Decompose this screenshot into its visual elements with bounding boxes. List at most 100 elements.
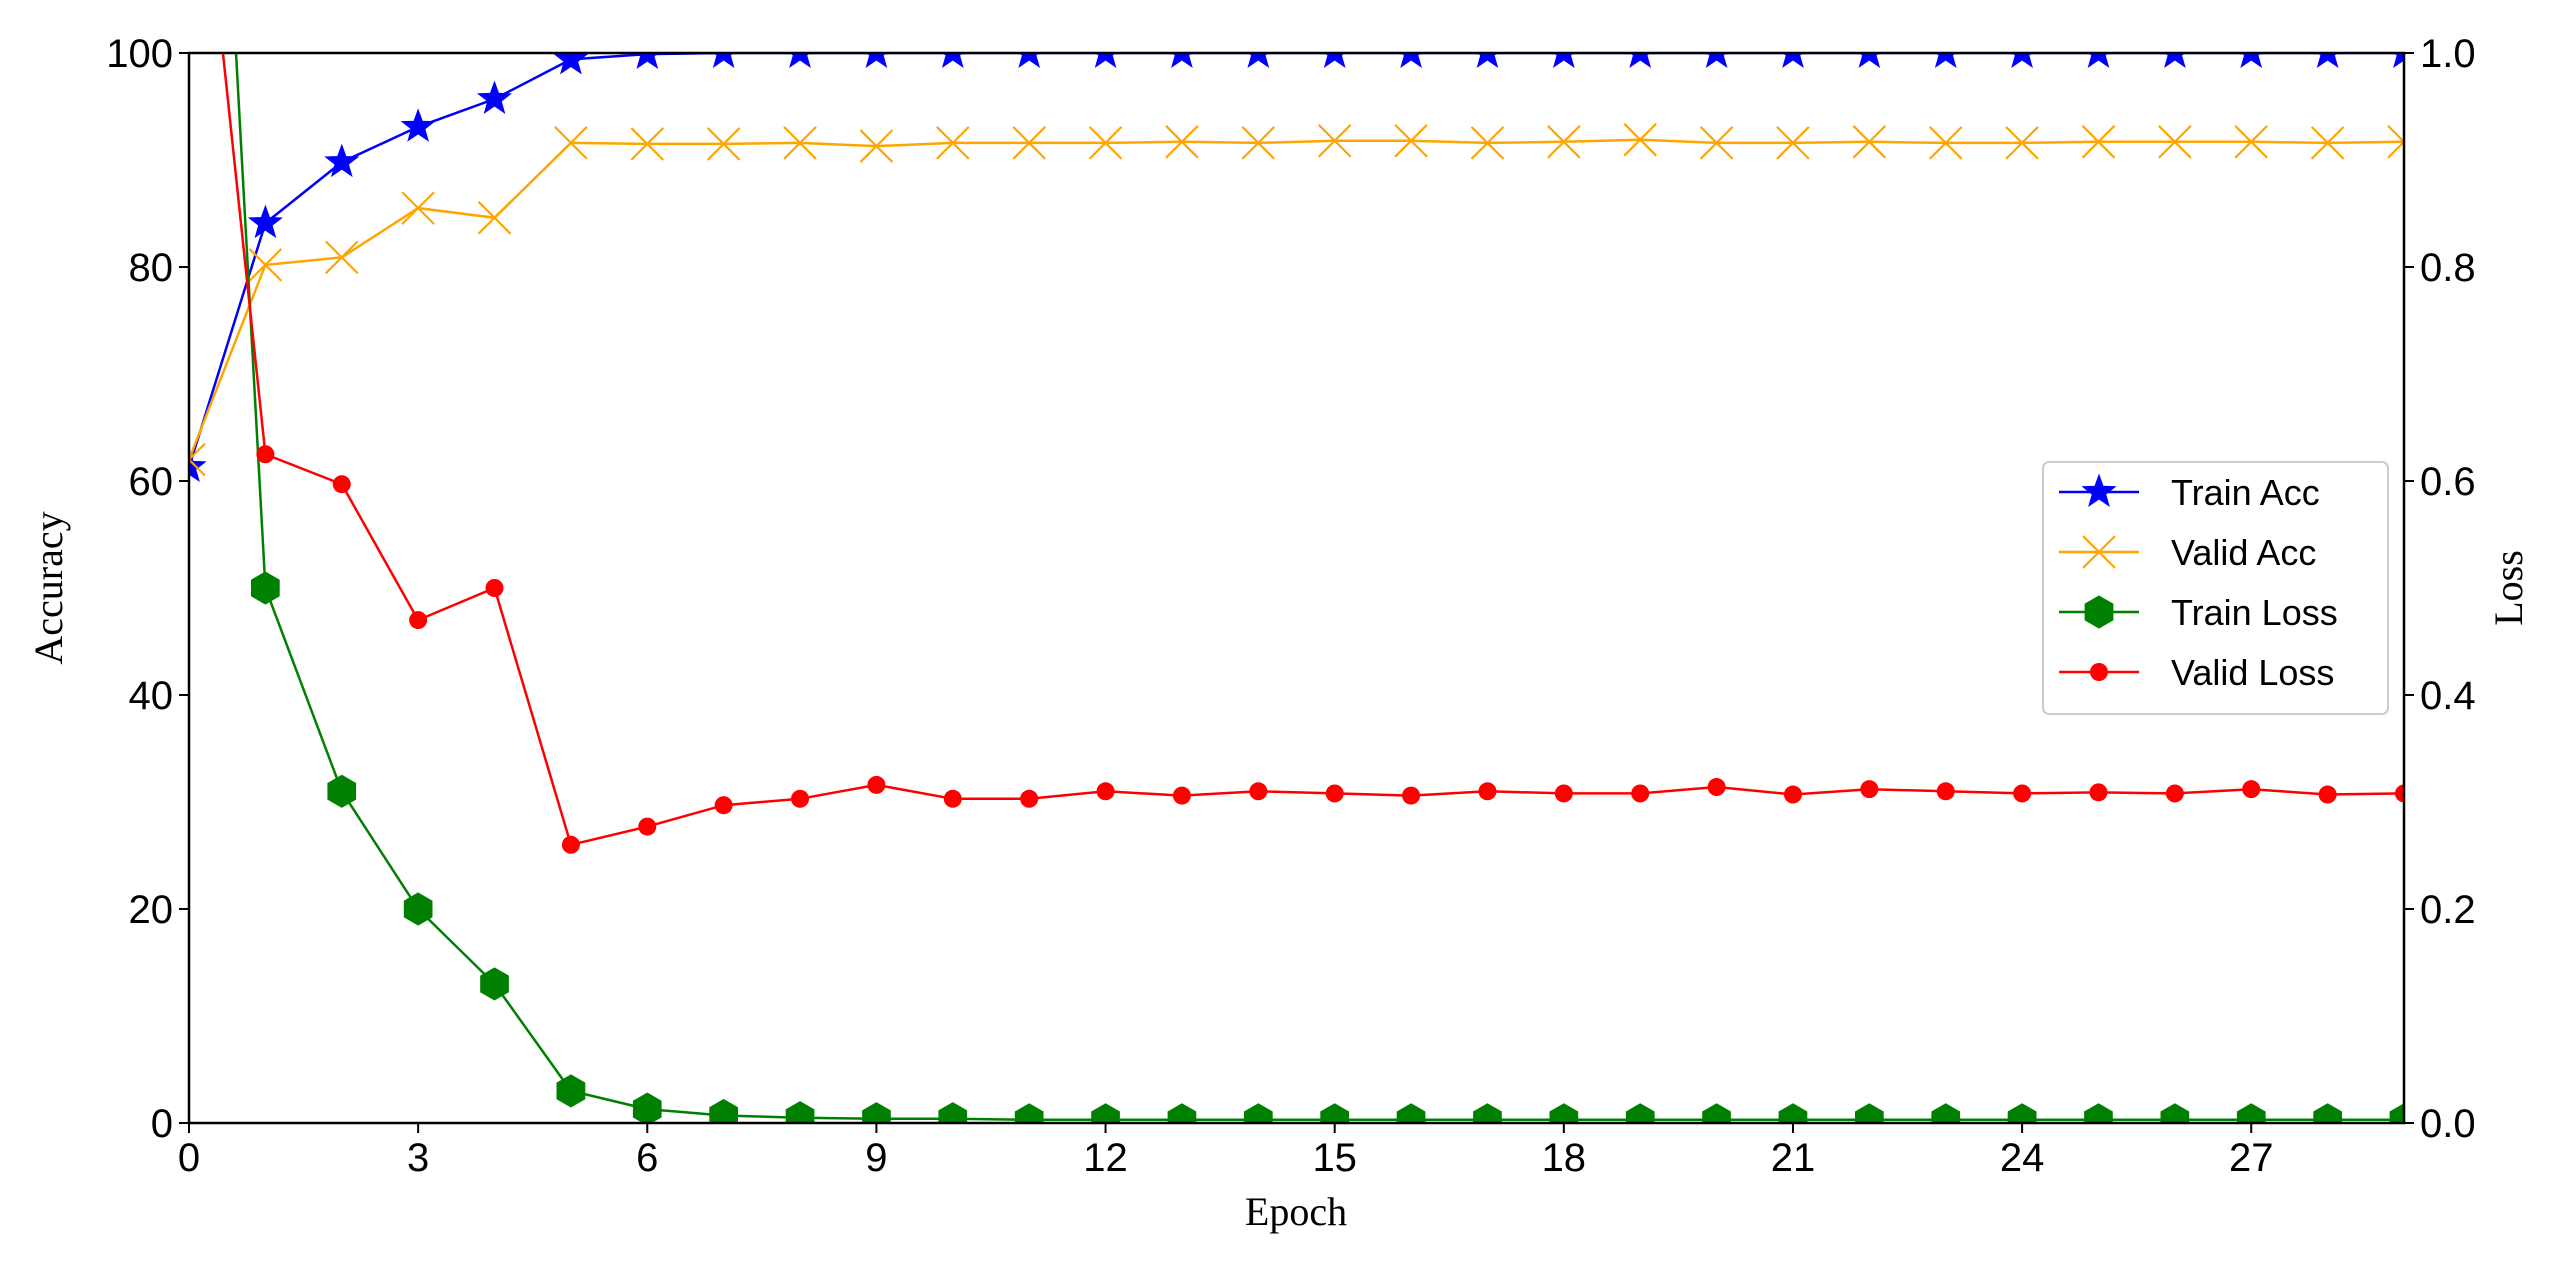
y-left-tick-label: 0 bbox=[151, 1102, 173, 1146]
data-point-train-acc-16 bbox=[1400, 53, 1422, 68]
data-point-train-acc-22 bbox=[1858, 53, 1881, 68]
data-point-valid-acc-20-stroke-b bbox=[1699, 126, 1734, 160]
data-point-valid-acc-26-stroke-b bbox=[2158, 125, 2192, 159]
data-point-valid-loss-20 bbox=[1707, 778, 1726, 797]
data-point-train-acc-28 bbox=[2316, 53, 2339, 68]
legend: Train Acc Valid Acc Train Loss Valid Loss bbox=[2042, 461, 2389, 715]
data-point-valid-acc-2 bbox=[324, 240, 359, 275]
data-point-valid-loss-2 bbox=[332, 475, 351, 494]
data-point-train-loss-1 bbox=[251, 571, 280, 605]
data-point-valid-acc-2-stroke-b bbox=[324, 240, 359, 275]
data-point-train-loss-19 bbox=[1625, 1103, 1655, 1123]
data-point-train-loss-13 bbox=[1167, 1103, 1197, 1123]
x-tick-label: 0 bbox=[178, 1136, 200, 1180]
x-tick-label: 27 bbox=[2229, 1136, 2274, 1180]
data-point-valid-loss-5 bbox=[561, 835, 580, 854]
legend-entry-valid-acc: Valid Acc bbox=[2059, 532, 2316, 573]
series-train-loss bbox=[234, 53, 2404, 1123]
data-point-train-loss-29 bbox=[2389, 1103, 2404, 1123]
data-point-train-loss-2 bbox=[327, 774, 357, 808]
data-point-train-acc-11 bbox=[1018, 53, 1041, 68]
data-point-train-acc-7 bbox=[712, 53, 735, 68]
legend-label: Valid Acc bbox=[2171, 532, 2316, 573]
data-point-valid-loss-1 bbox=[256, 445, 275, 464]
data-point-train-acc-17 bbox=[1476, 53, 1499, 68]
data-point-valid-acc-9-stroke-b bbox=[859, 129, 894, 163]
data-point-valid-acc-27 bbox=[2234, 125, 2269, 159]
y-right-tick-label: 0.0 bbox=[2420, 1102, 2476, 1146]
series-line-valid-loss bbox=[221, 53, 2404, 847]
data-point-valid-loss-13 bbox=[1172, 786, 1191, 805]
data-point-train-acc-19 bbox=[1629, 53, 1652, 68]
data-point-valid-acc-24 bbox=[2005, 126, 2039, 160]
data-point-train-acc-18 bbox=[1552, 53, 1575, 68]
data-point-valid-loss-3 bbox=[409, 611, 428, 630]
data-point-train-loss-6 bbox=[632, 1092, 662, 1123]
data-point-train-loss-4 bbox=[480, 967, 509, 1001]
data-point-train-loss-28 bbox=[2313, 1103, 2342, 1123]
data-point-train-acc-29 bbox=[2393, 53, 2404, 68]
y-left-tick-label: 60 bbox=[129, 460, 174, 504]
data-point-train-loss-18 bbox=[1549, 1103, 1579, 1123]
data-point-valid-acc-9 bbox=[859, 129, 894, 163]
data-point-valid-acc-11-stroke-b bbox=[1012, 126, 1046, 160]
data-point-valid-acc-22-stroke-b bbox=[1852, 125, 1887, 159]
data-point-train-acc-25 bbox=[2087, 53, 2110, 68]
data-point-train-acc-9 bbox=[865, 53, 888, 68]
data-point-valid-acc-19-stroke-b bbox=[1623, 122, 1657, 157]
data-point-valid-acc-23-stroke-b bbox=[1928, 126, 1963, 160]
data-point-valid-acc-11 bbox=[1012, 126, 1046, 160]
data-point-valid-acc-28 bbox=[2310, 126, 2345, 160]
data-point-valid-acc-0-stroke-b bbox=[189, 442, 206, 462]
data-point-train-acc-10 bbox=[941, 53, 964, 68]
data-point-valid-loss-17 bbox=[1478, 782, 1497, 801]
legend-entry-train-loss: Train Loss bbox=[2059, 592, 2338, 633]
data-point-train-loss-22 bbox=[1855, 1103, 1884, 1123]
data-point-valid-loss-27 bbox=[2242, 780, 2261, 799]
data-point-valid-acc-4-stroke-b bbox=[477, 201, 512, 235]
x-tick-label: 12 bbox=[1083, 1136, 1128, 1180]
data-point-train-loss-12 bbox=[1091, 1103, 1120, 1123]
data-point-valid-loss-26 bbox=[2165, 784, 2184, 803]
data-point-valid-acc-12 bbox=[1088, 126, 1123, 160]
data-point-valid-acc-17 bbox=[1470, 126, 1505, 160]
data-point-valid-acc-15 bbox=[1317, 123, 1352, 158]
data-point-valid-loss-19 bbox=[1631, 784, 1650, 803]
data-point-train-loss-5 bbox=[556, 1074, 586, 1108]
data-point-valid-acc-28-stroke-b bbox=[2310, 126, 2345, 160]
legend-marker bbox=[2090, 663, 2108, 681]
legend-marker bbox=[2084, 595, 2114, 629]
data-point-train-acc-23 bbox=[1934, 53, 1957, 68]
series-valid-acc bbox=[189, 122, 2404, 477]
data-point-valid-acc-13 bbox=[1165, 125, 1199, 159]
data-point-valid-acc-1-stroke-b bbox=[248, 248, 283, 282]
data-point-valid-acc-25 bbox=[2081, 125, 2116, 159]
data-point-valid-loss-16 bbox=[1402, 786, 1421, 805]
series-line-valid-acc bbox=[189, 138, 2404, 461]
legend-label: Train Loss bbox=[2171, 592, 2338, 633]
data-point-valid-loss-22 bbox=[1860, 780, 1879, 799]
data-point-valid-acc-19 bbox=[1623, 122, 1657, 157]
data-point-train-acc-13 bbox=[1171, 53, 1193, 68]
data-point-valid-acc-4 bbox=[477, 201, 512, 235]
y-right-tick-label: 0.4 bbox=[2420, 674, 2476, 718]
data-point-valid-acc-27-stroke-b bbox=[2234, 125, 2269, 159]
data-point-valid-loss-18 bbox=[1554, 784, 1573, 803]
data-point-train-loss-7 bbox=[709, 1098, 738, 1123]
y-right-tick-label: 1.0 bbox=[2420, 32, 2476, 76]
data-point-train-loss-10 bbox=[938, 1102, 968, 1123]
x-tick-label: 24 bbox=[2000, 1136, 2045, 1180]
data-point-valid-acc-25-stroke-b bbox=[2081, 125, 2116, 159]
data-point-train-loss-25 bbox=[2084, 1103, 2113, 1123]
data-point-train-loss-27 bbox=[2236, 1103, 2266, 1123]
x-tick-label: 9 bbox=[865, 1136, 887, 1180]
data-point-valid-loss-24 bbox=[2013, 784, 2032, 803]
data-point-valid-acc-0 bbox=[189, 442, 206, 477]
data-point-valid-loss-29 bbox=[2395, 784, 2404, 803]
legend-label: Train Acc bbox=[2171, 472, 2320, 513]
y-left-tick-label: 80 bbox=[129, 246, 174, 290]
data-point-valid-acc-3 bbox=[401, 191, 435, 225]
data-point-valid-acc-10-stroke-b bbox=[936, 126, 970, 160]
x-tick-label: 15 bbox=[1312, 1136, 1357, 1180]
